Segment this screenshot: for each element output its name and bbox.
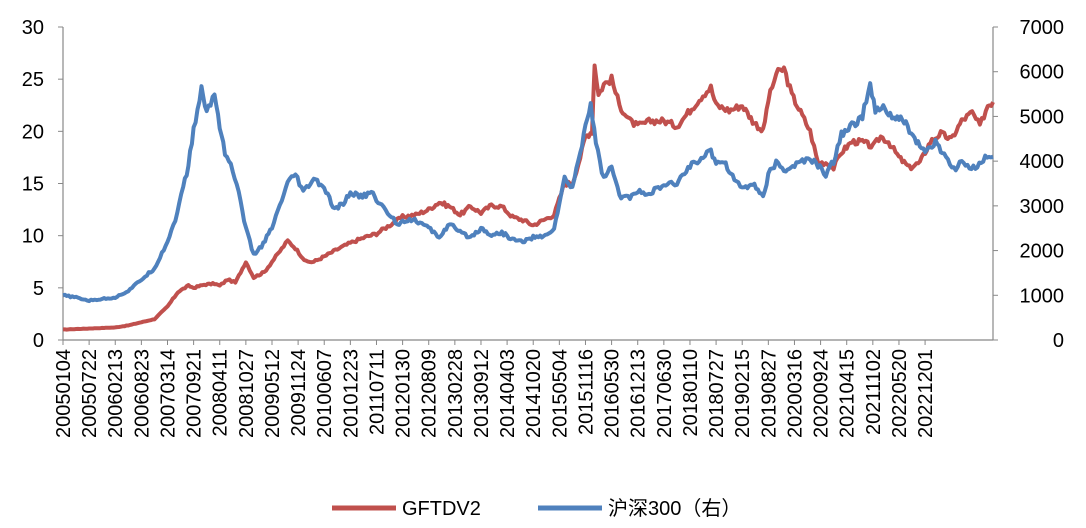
right-tick-label: 1000 [1020, 285, 1065, 307]
x-tick-label: 20050722 [79, 349, 101, 438]
x-tick-label: 20170630 [654, 349, 676, 438]
right-tick-label: 4000 [1020, 151, 1065, 173]
x-tick-label: 20070314 [157, 349, 179, 438]
x-tick-label: 20200316 [784, 349, 806, 438]
x-tick-label: 20220520 [889, 349, 911, 438]
series-line-1 [62, 81, 994, 304]
x-tick-label: 20221201 [915, 349, 937, 438]
left-tick-label: 5 [33, 278, 44, 300]
left-tick-label: 20 [22, 121, 44, 143]
x-tick-label: 20091124 [288, 349, 310, 437]
x-tick-label: 20180110 [680, 349, 702, 437]
x-tick-label: 20070921 [184, 349, 206, 438]
x-tick-label: 20161213 [628, 349, 650, 438]
x-tick-label: 20080411 [210, 349, 232, 437]
left-tick-label: 10 [22, 226, 44, 248]
x-axis-ticks: 20050104 20050722 20060213 20060823 20070314… [53, 340, 937, 438]
x-tick-label: 20060213 [105, 349, 127, 438]
x-tick-label: 20130912 [471, 349, 493, 438]
x-tick-label: 20211102 [863, 349, 885, 435]
right-axis-ticks: 0 1000 2000 3000 4000 5000 6000 7000 [993, 17, 1064, 352]
x-tick-label: 20180727 [706, 349, 728, 438]
right-tick-label: 3000 [1020, 196, 1065, 218]
right-tick-label: 5000 [1020, 106, 1065, 128]
right-tick-label: 7000 [1020, 17, 1065, 39]
series-group [62, 63, 995, 332]
x-tick-label: 20120809 [419, 349, 441, 438]
x-tick-label: 20200924 [811, 349, 833, 438]
right-tick-label: 0 [1053, 330, 1064, 352]
x-tick-label: 20050104 [53, 349, 75, 438]
right-tick-label: 6000 [1020, 62, 1065, 84]
legend: GFTDV2 沪深300（右） [332, 497, 741, 520]
x-tick-label: 20141020 [523, 349, 545, 438]
x-tick-label: 20190215 [732, 349, 754, 438]
legend-label: GFTDV2 [402, 498, 481, 520]
x-tick-label: 20190827 [758, 349, 780, 438]
x-tick-label: 20090512 [262, 349, 284, 438]
x-tick-label: 20140403 [497, 349, 519, 438]
x-tick-label: 20081027 [236, 349, 258, 438]
left-tick-label: 15 [22, 174, 44, 196]
left-tick-label: 30 [22, 17, 44, 39]
left-tick-label: 25 [22, 69, 44, 91]
x-tick-label: 20110711 [366, 349, 388, 435]
series-line-0 [62, 63, 995, 332]
x-tick-label: 20101223 [340, 349, 362, 438]
left-tick-label: 0 [33, 330, 44, 352]
x-tick-label: 20060823 [131, 349, 153, 438]
x-tick-label: 20151116 [575, 349, 597, 435]
legend-label: 沪深300（右） [608, 497, 741, 520]
right-tick-label: 2000 [1020, 241, 1065, 263]
x-tick-label: 20100607 [314, 349, 336, 438]
x-tick-label: 20150504 [549, 349, 571, 438]
x-tick-label: 20210415 [837, 349, 859, 438]
x-tick-label: 20120130 [393, 349, 415, 438]
x-tick-label: 20130228 [445, 349, 467, 438]
left-axis-ticks: 0 5 10 15 20 25 30 [22, 17, 63, 352]
axes [62, 27, 994, 341]
x-tick-label: 20160530 [602, 349, 624, 438]
